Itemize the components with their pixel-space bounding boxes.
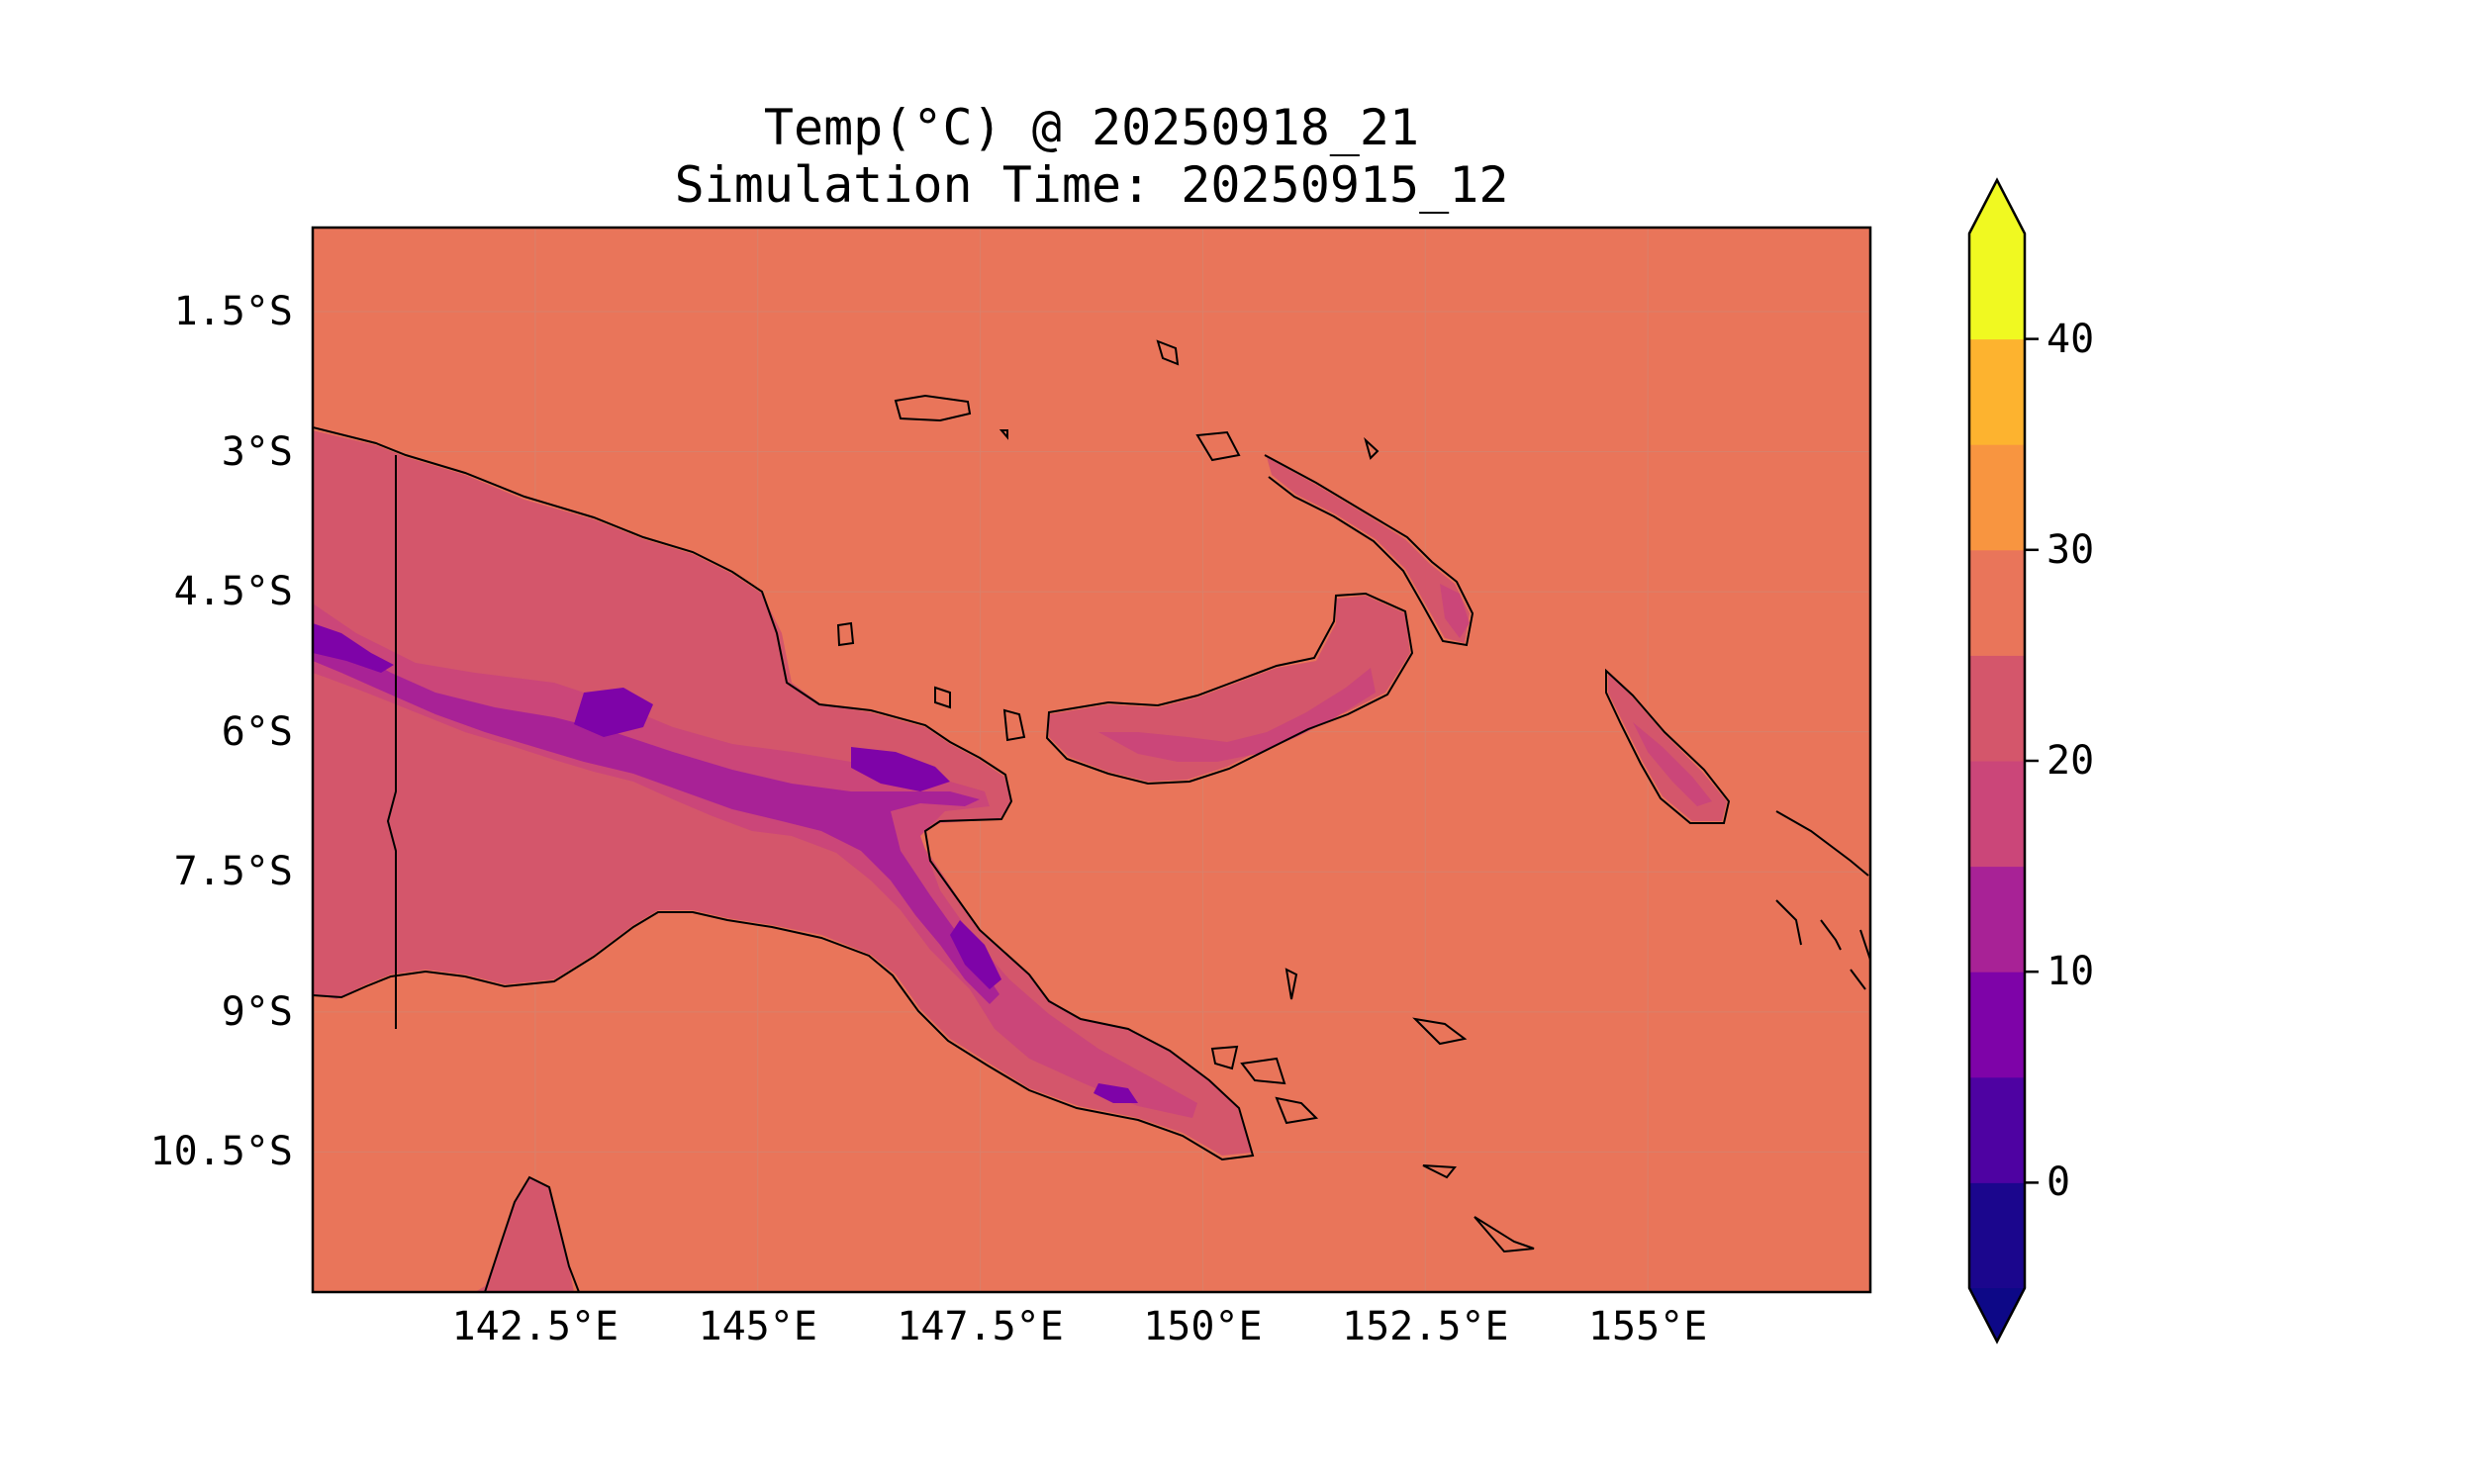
lon-tick-label: 150°E [1143, 1304, 1263, 1349]
map-frame [311, 226, 1872, 1294]
louisiade-coastline [1412, 1017, 1535, 1253]
colorbar-segment [1969, 233, 2025, 340]
lat-tick-label: 1.5°S [173, 288, 293, 334]
lat-tick-label: 9°S [221, 988, 293, 1035]
solomon-islands-coastline [1775, 810, 1870, 990]
lat-tick-label: 4.5°S [173, 569, 293, 615]
colorbar-segment [1969, 761, 2025, 868]
colorbar [1967, 177, 2039, 1345]
new-guinea-coastline [313, 426, 1255, 1161]
trobriand-d-entrecasteaux-coastline [1210, 1045, 1319, 1125]
chart-title-line-1: Temp(°C) @ 20250918_21 [763, 99, 1420, 156]
manus-island-coastline [894, 394, 972, 422]
colorbar-segment [1969, 549, 2025, 656]
bougainville-coastline [1605, 668, 1731, 824]
colorbar-segment [1969, 1076, 2025, 1183]
colorbar-under-extend [1969, 1288, 2025, 1342]
colorbar-segment [1969, 972, 2025, 1078]
lat-tick-label: 10.5°S [149, 1129, 294, 1175]
lat-tick-label: 3°S [221, 428, 293, 475]
highlands-colder-zone [313, 633, 999, 1004]
cape-york-coastline [484, 1175, 580, 1292]
coastlines [313, 339, 1870, 1292]
colorbar-segment [1969, 444, 2025, 551]
colorbar-segment [1969, 866, 2025, 973]
lon-tick-label: 147.5°E [897, 1304, 1064, 1349]
colorbar-tick-label: 0 [2046, 1159, 2071, 1206]
colorbar-segment [1969, 338, 2025, 445]
colorbar-tick-label: 10 [2046, 949, 2095, 995]
lon-tick-label: 152.5°E [1341, 1304, 1509, 1349]
new-ireland-coastline [1264, 454, 1475, 647]
cape-york-land-zone [475, 1177, 574, 1292]
lon-tick-label: 142.5°E [451, 1304, 619, 1349]
colorbar-tick-label: 40 [2046, 316, 2095, 362]
colorbar-tick-label: 30 [2046, 526, 2095, 573]
new-ireland-land-zone [1267, 457, 1470, 643]
colorbar-outline [1967, 177, 2027, 1345]
colorbar-tick-label: 20 [2046, 738, 2095, 784]
colorbar-segment [1969, 1182, 2025, 1289]
temperature-fields [313, 430, 1727, 1292]
lon-tick-label: 155°E [1587, 1304, 1708, 1349]
colorbar-over-extend [1969, 180, 2025, 233]
colorbar-segment [1969, 655, 2025, 762]
bougainville-cool-zone [1633, 722, 1712, 806]
chart-title-line-2: Simulation Time: 20250915_12 [674, 156, 1509, 214]
png-indonesia-border [386, 455, 397, 1029]
new-ireland-cool-zone [1440, 584, 1470, 638]
new-britain-coastline [1045, 592, 1414, 786]
new-britain-cool-zone [1098, 668, 1376, 762]
lat-tick-label: 7.5°S [173, 849, 293, 895]
small-islands-coastline [836, 339, 1457, 1179]
lat-tick-label: 6°S [221, 708, 293, 755]
lon-tick-label: 145°E [698, 1304, 817, 1349]
